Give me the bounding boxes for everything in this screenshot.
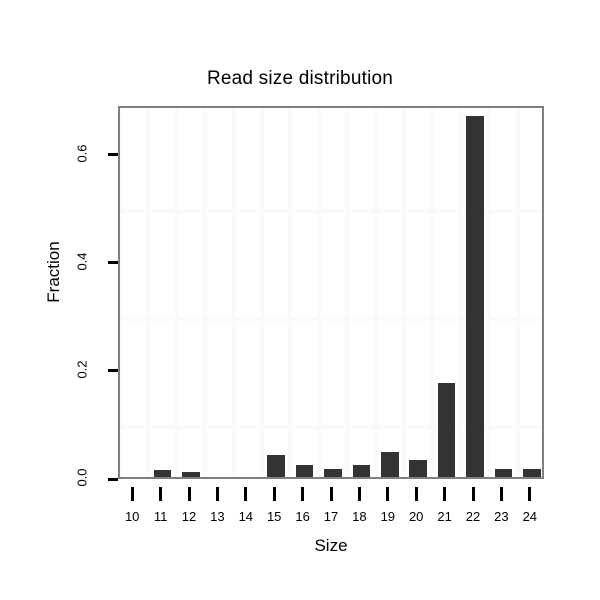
vertical-gridline (174, 108, 179, 477)
vertical-gridline (373, 108, 378, 477)
horizontal-gridline (120, 424, 542, 429)
vertical-gridline (487, 108, 492, 477)
x-axis-tick (130, 487, 134, 501)
vertical-gridline (260, 108, 264, 477)
horizontal-gridline (120, 316, 542, 321)
x-axis-tick (528, 487, 532, 501)
y-axis-tick-label: 0.4 (74, 252, 90, 271)
x-axis-tick (471, 487, 475, 501)
bar (352, 464, 371, 477)
vertical-gridline (288, 108, 293, 477)
x-axis-tick-label: 23 (494, 509, 509, 524)
vertical-gridline (430, 108, 435, 477)
bar (409, 460, 427, 477)
x-axis-tick (443, 487, 447, 501)
y-axis-tick (108, 477, 118, 481)
x-axis-tick (187, 487, 191, 501)
bar (182, 472, 200, 477)
y-axis-title: Fraction (44, 241, 63, 303)
y-axis-tick-label: 0.0 (74, 468, 90, 487)
bar (267, 455, 285, 477)
vertical-gridline (515, 108, 520, 477)
x-axis-tick-label: 12 (181, 509, 197, 524)
x-axis-tick-label: 13 (210, 509, 225, 524)
x-axis-tick (215, 487, 219, 501)
x-axis-tick (244, 487, 248, 501)
vertical-gridline (458, 108, 463, 477)
y-axis-tick-label: 0.2 (74, 360, 90, 379)
x-axis-tick-label: 10 (124, 509, 140, 524)
y-axis-tick (108, 153, 118, 157)
bar (324, 468, 342, 477)
x-axis-tick (329, 487, 333, 501)
x-axis-tick-label: 24 (522, 509, 538, 524)
bar (295, 464, 314, 477)
bar (522, 469, 541, 477)
x-axis-tick-label: 15 (266, 509, 282, 524)
x-axis-tick (159, 487, 163, 501)
bar (494, 469, 513, 477)
bar (466, 115, 484, 477)
y-axis-tick (108, 369, 118, 373)
x-axis-tick-label: 19 (380, 509, 396, 524)
bar (437, 382, 456, 477)
plot-area (120, 108, 542, 477)
vertical-gridline (231, 108, 236, 477)
x-axis-tick-label: 18 (352, 509, 367, 524)
vertical-gridline (120, 108, 122, 477)
plot-panel (118, 106, 544, 479)
vertical-gridline (203, 108, 208, 477)
x-axis-tick (301, 487, 305, 501)
x-axis-tick (386, 487, 390, 501)
x-axis-tick-label: 20 (408, 509, 424, 524)
y-axis-tick-label: 0.6 (74, 144, 90, 163)
x-axis-tick (414, 487, 418, 501)
x-axis-tick-label: 11 (153, 509, 168, 524)
x-axis-tick (357, 487, 361, 501)
x-axis-tick-label: 14 (238, 509, 254, 524)
vertical-gridline (345, 108, 350, 477)
x-axis-tick-label: 16 (295, 509, 310, 524)
x-axis-tick (272, 487, 276, 501)
x-axis-tick (499, 487, 503, 501)
vertical-gridline (402, 108, 406, 477)
x-axis-tick-label: 22 (465, 509, 481, 524)
y-axis-tick (108, 261, 118, 265)
vertical-gridline (146, 108, 151, 477)
x-axis-tick-label: 21 (437, 509, 452, 524)
horizontal-gridline (120, 208, 542, 213)
x-axis-tick-label: 17 (323, 509, 339, 524)
x-axis-title: Size (314, 536, 348, 555)
chart-title: Read size distribution (206, 68, 394, 89)
bar (380, 451, 399, 477)
vertical-gridline (316, 108, 321, 477)
bar (153, 469, 172, 477)
